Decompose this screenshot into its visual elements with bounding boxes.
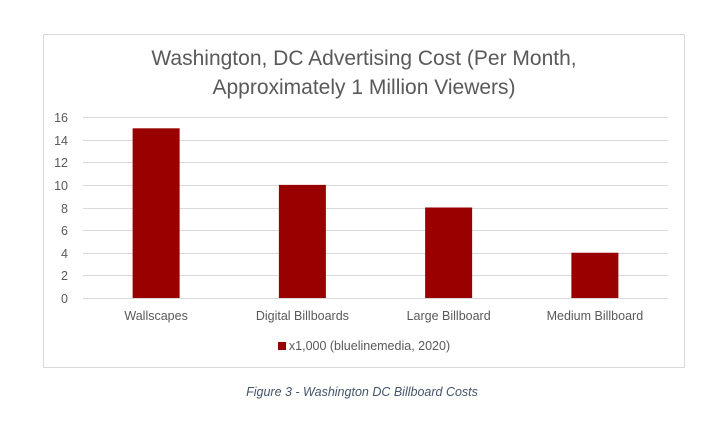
y-tick-label: 8: [61, 202, 68, 216]
y-axis-ticks: 0 2 4 6 8 10 12 14 16: [54, 111, 68, 306]
y-tick-label: 10: [54, 179, 68, 193]
y-tick-label: 14: [54, 134, 68, 148]
chart-title: Washington, DC Advertising Cost (Per Mon…: [43, 44, 685, 102]
legend: x1,000 (bluelinemedia, 2020): [43, 339, 685, 353]
legend-label: x1,000 (bluelinemedia, 2020): [288, 339, 451, 353]
y-tick-label: 4: [61, 247, 68, 261]
x-tick-label: Large Billboard: [407, 309, 491, 323]
x-axis-labels: Wallscapes Digital Billboards Large Billbo…: [124, 309, 643, 323]
x-tick-label: Wallscapes: [124, 309, 187, 323]
figure-caption: Figure 3 - Washington DC Billboard Costs: [246, 385, 478, 399]
bar-wallscapes: [132, 128, 180, 298]
bar-large-billboard: [425, 207, 473, 298]
x-tick-label: Digital Billboards: [256, 309, 349, 323]
bar-medium-billboard: [571, 252, 619, 298]
legend-swatch: [277, 342, 286, 350]
x-tick-label: Medium Billboard: [547, 309, 644, 323]
bar-digital-billboards: [278, 184, 326, 298]
y-tick-label: 12: [54, 156, 68, 170]
y-tick-label: 2: [61, 269, 68, 283]
chart-title-line-2: Approximately 1 Million Viewers): [212, 76, 516, 99]
y-tick-label: 0: [61, 292, 68, 306]
y-tick-label: 16: [54, 111, 68, 125]
gridlines: [83, 117, 668, 299]
y-tick-label: 6: [61, 224, 68, 238]
chart-title-line-1: Washington, DC Advertising Cost (Per Mon…: [151, 47, 577, 70]
bars: [132, 128, 619, 298]
